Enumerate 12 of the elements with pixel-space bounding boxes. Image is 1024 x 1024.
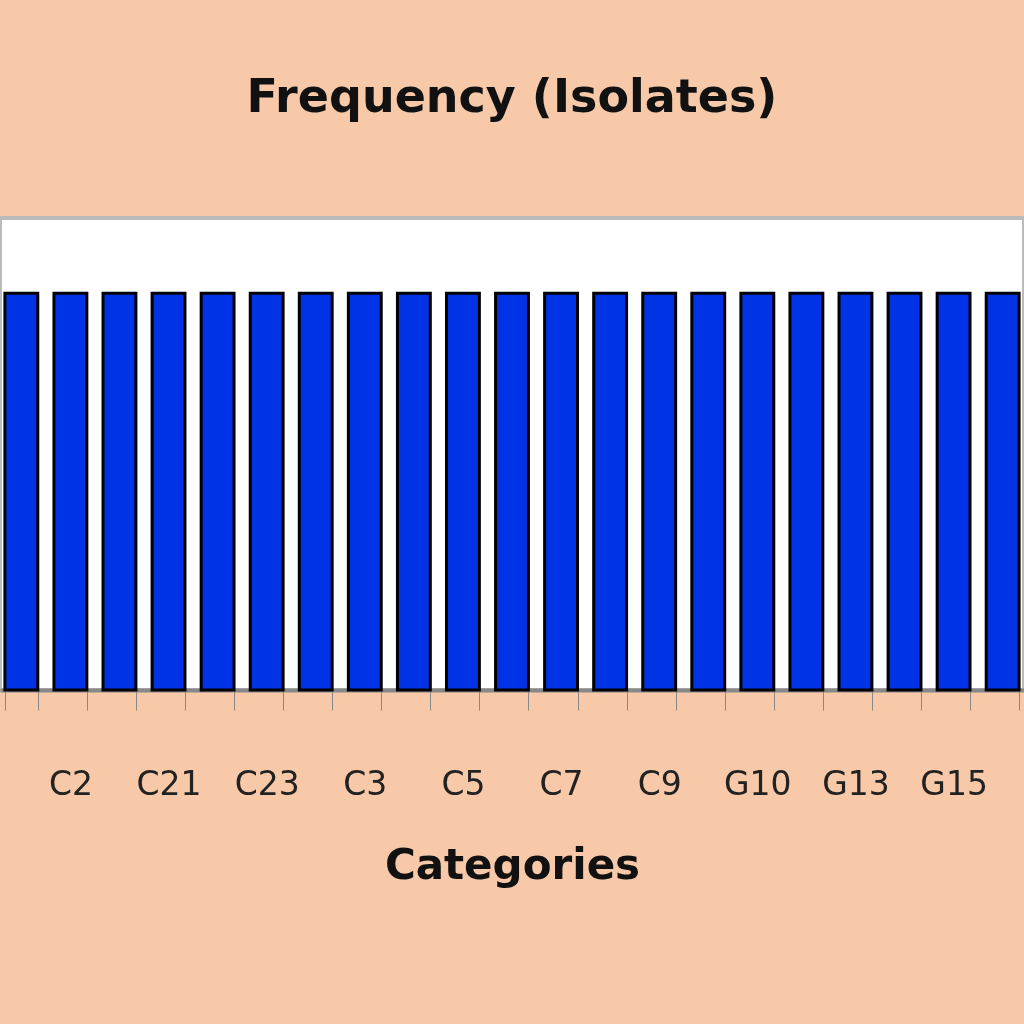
- x-tick-label: C21: [136, 763, 202, 803]
- x-tick-label: C7: [539, 763, 584, 803]
- x-tick-label: C3: [343, 763, 388, 803]
- x-tick-label: C9: [637, 763, 682, 803]
- x-axis-title: Categories: [384, 839, 641, 889]
- x-tick-label: C5: [441, 763, 486, 803]
- x-tick-label: C23: [234, 763, 300, 803]
- x-tick-label: G15: [920, 763, 988, 803]
- x-tick-label: G10: [724, 763, 792, 803]
- x-tick-label: C2: [48, 763, 93, 803]
- chart-title: Frequency (Isolates): [246, 69, 778, 123]
- x-tick-label: G13: [822, 763, 890, 803]
